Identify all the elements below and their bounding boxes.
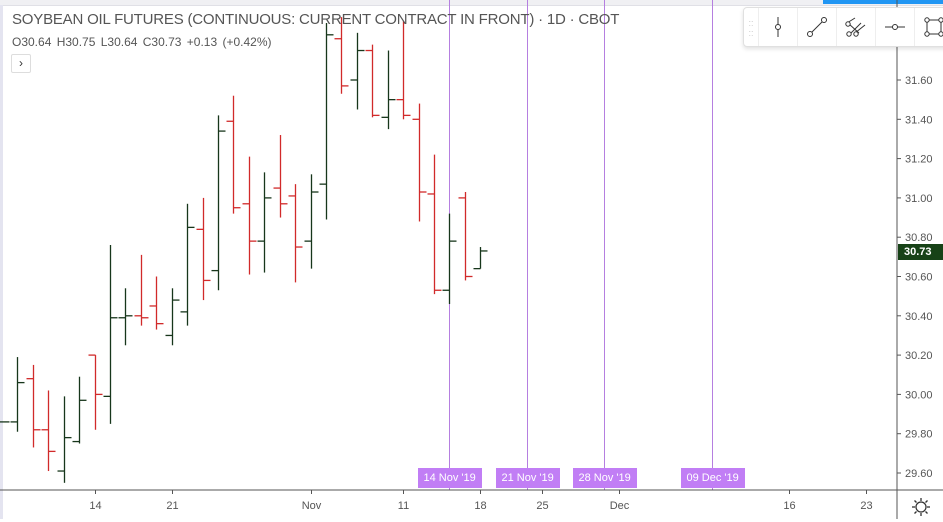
price-tick-label: 30.00 (905, 389, 933, 401)
ohlc-bar (72, 376, 87, 444)
ohlc-bar (381, 50, 396, 130)
ohlc-bar (458, 192, 473, 281)
time-tick-label: Dec (610, 500, 630, 512)
price-tick-label: 30.40 (905, 311, 933, 323)
marker-date-label: 09 Dec '19 (680, 468, 745, 488)
price-tick-label: 29.80 (905, 429, 933, 441)
ohlc-bar (196, 197, 211, 301)
ohlc-bar (257, 172, 272, 273)
ohlc-bar (180, 203, 195, 326)
marker-date-label: 14 Nov '19 (417, 468, 482, 488)
ohlc-bar (118, 288, 133, 346)
ohlc-readout: O30.64 H30.75 L30.64 C30.73 +0.13 (+0.42… (12, 35, 272, 49)
ohlc-bar (273, 135, 288, 218)
price-tick-label: 31.00 (905, 193, 933, 205)
price-tick-label: 30.80 (905, 232, 933, 244)
ohlc-bar (365, 44, 380, 118)
time-tick-label: 23 (860, 500, 872, 512)
price-tick-label: 30.60 (905, 272, 933, 284)
price-tick-label: 30.20 (905, 350, 933, 362)
ohlc-bar (88, 354, 103, 430)
ohlc-bar (442, 213, 457, 305)
marker-date-label: 21 Nov '19 (495, 468, 560, 488)
ohlc-bar (319, 23, 334, 220)
settings-gear-icon[interactable] (911, 497, 931, 522)
pitchfork-icon[interactable] (837, 8, 876, 46)
ohlc-bar (149, 276, 164, 330)
time-tick-label: 16 (783, 500, 795, 512)
price-tick-label: 31.20 (905, 154, 933, 166)
ohlc-bar (288, 184, 303, 283)
time-tick-label: 11 (398, 500, 409, 512)
expand-legend-button[interactable]: › (11, 54, 31, 73)
active-tab-indicator (823, 0, 943, 4)
ohlc-bar (57, 396, 72, 483)
ohlc-bar (26, 364, 41, 448)
ohlc-bar (334, 17, 349, 94)
ohlc-bar (226, 95, 241, 214)
ohlc-bar (427, 154, 442, 295)
price-tick-label: 31.40 (905, 114, 933, 126)
drag-handle-icon[interactable]: :::: (744, 8, 759, 46)
trend-line-icon[interactable] (798, 8, 837, 46)
ohlc-bar (412, 103, 427, 222)
left-panel-edge (0, 5, 3, 519)
ohlc-bar (304, 174, 319, 269)
time-tick-label: Nov (302, 500, 322, 512)
ohlc-bar (350, 32, 365, 110)
ohlc-bar (242, 156, 257, 275)
ohlc-bar (211, 115, 226, 291)
time-tick-label: 18 (474, 500, 486, 512)
price-tick-label: 31.60 (905, 75, 933, 87)
ohlc-bar (165, 288, 180, 346)
time-tick-label: 21 (166, 500, 178, 512)
ohlc-bar (103, 245, 118, 424)
ohlc-bar (473, 247, 488, 270)
vertical-line-icon[interactable] (759, 8, 798, 46)
ohlc-bar (134, 254, 149, 326)
last-price-label: 30.73 (898, 243, 943, 260)
horizontal-ray-icon[interactable] (876, 8, 915, 46)
ohlc-bar (396, 21, 411, 120)
drawing-toolbar: :::: (743, 7, 943, 47)
marker-date-label: 28 Nov '19 (572, 468, 637, 488)
top-toolbar-strip (0, 0, 943, 6)
price-tick-label: 29.60 (905, 468, 933, 480)
ohlc-bar (10, 357, 25, 432)
time-tick-label: 25 (536, 500, 548, 512)
rectangle-icon[interactable] (915, 8, 943, 46)
time-tick-label: 14 (89, 500, 101, 512)
chart-title: SOYBEAN OIL FUTURES (CONTINUOUS: CURRENT… (12, 11, 620, 28)
ohlc-bar (41, 390, 56, 472)
